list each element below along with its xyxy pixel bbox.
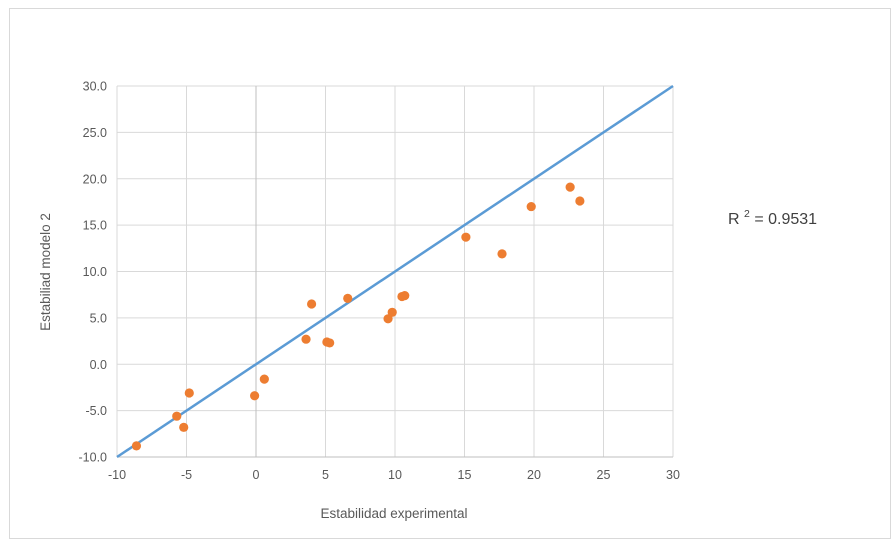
r-squared-value: = 0.9531 xyxy=(754,211,817,228)
y-tick-label: 20.0 xyxy=(83,172,107,186)
reference-line-layer xyxy=(116,84,674,459)
data-point xyxy=(184,388,194,398)
data-point xyxy=(325,338,335,348)
y-tick-label: -5.0 xyxy=(85,404,107,418)
data-point xyxy=(575,196,585,206)
data-point xyxy=(400,291,410,301)
y-axis-title: Estabiliad modelo 2 xyxy=(38,213,53,331)
chart-frame xyxy=(9,8,891,539)
y-tick-label: 5.0 xyxy=(90,311,107,325)
x-tick-label: 30 xyxy=(666,468,680,482)
data-point xyxy=(565,182,575,192)
x-tick-label: 5 xyxy=(322,468,329,482)
x-tick-label: 0 xyxy=(253,468,260,482)
identity-line xyxy=(116,84,674,459)
x-tick-label: 15 xyxy=(458,468,472,482)
data-point xyxy=(301,334,311,344)
x-tick-label: -10 xyxy=(108,468,126,482)
y-tick-label: 30.0 xyxy=(83,80,107,94)
tick-labels: -10 -5 0 5 10 15 20 25 30 -10.0 -5.0 0.0 5.0 10.0 15.0… xyxy=(79,80,680,483)
data-point xyxy=(526,201,536,212)
data-point xyxy=(497,249,507,259)
x-tick-label: -5 xyxy=(181,468,192,482)
data-point xyxy=(307,299,317,309)
r-squared-base: R xyxy=(728,211,740,228)
y-tick-label: 15.0 xyxy=(83,219,107,233)
data-point xyxy=(179,422,189,432)
x-tick-label: 10 xyxy=(388,468,402,482)
r-squared-superscript: 2 xyxy=(744,208,750,220)
data-point xyxy=(172,411,182,421)
r-squared-annotation: R 2 = 0.9531 xyxy=(728,204,817,228)
data-point xyxy=(259,374,269,384)
x-tick-label: 20 xyxy=(527,468,541,482)
data-point xyxy=(250,391,260,401)
x-axis-title: Estabilidad experimental xyxy=(320,506,467,521)
y-tick-label: 0.0 xyxy=(90,358,107,372)
data-point xyxy=(461,232,471,242)
x-tick-label: 25 xyxy=(597,468,611,482)
y-tick-label: -10.0 xyxy=(79,451,108,465)
data-point xyxy=(387,307,397,317)
data-points xyxy=(131,182,585,451)
data-point xyxy=(131,441,142,451)
y-tick-label: 10.0 xyxy=(83,265,107,279)
y-tick-label: 25.0 xyxy=(83,126,107,140)
data-point xyxy=(343,293,353,303)
